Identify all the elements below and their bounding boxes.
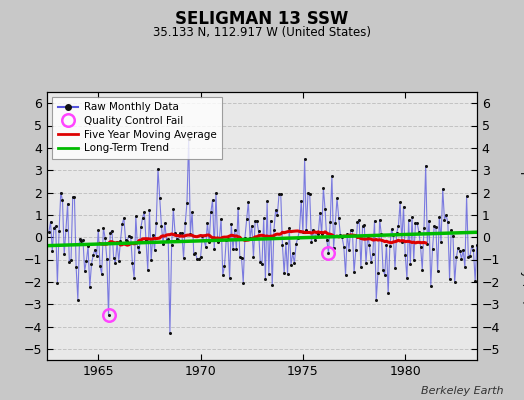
Text: 35.133 N, 112.917 W (United States): 35.133 N, 112.917 W (United States) [153,26,371,39]
Legend: Raw Monthly Data, Quality Control Fail, Five Year Moving Average, Long-Term Tren: Raw Monthly Data, Quality Control Fail, … [52,97,222,158]
Y-axis label: Temperature Anomaly (°C): Temperature Anomaly (°C) [520,147,524,305]
Text: SELIGMAN 13 SSW: SELIGMAN 13 SSW [176,10,348,28]
Text: Berkeley Earth: Berkeley Earth [421,386,503,396]
